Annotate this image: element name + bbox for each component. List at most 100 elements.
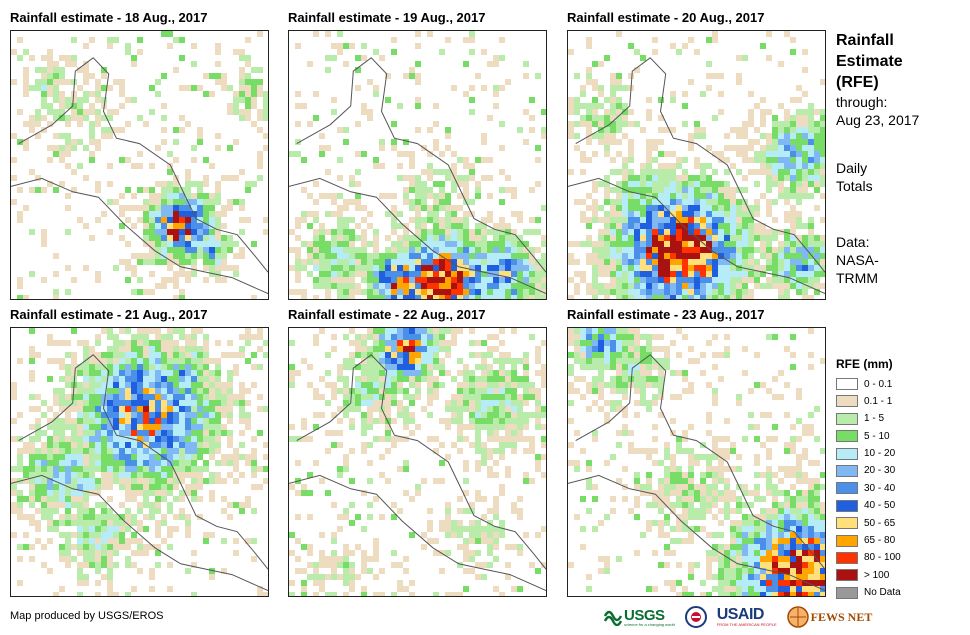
rainfall-cell (736, 235, 742, 241)
rainfall-cell (616, 442, 622, 448)
rainfall-cell (215, 223, 221, 229)
rainfall-cell (712, 400, 718, 406)
rainfall-cell (670, 223, 676, 229)
rainfall-cell (712, 169, 718, 175)
rainfall-cell (640, 235, 646, 241)
rainfall-cell (592, 181, 598, 187)
rainfall-cell (499, 484, 505, 490)
rainfall-cell (95, 442, 101, 448)
rainfall-cell (610, 229, 616, 235)
rainfall-cell (802, 241, 808, 247)
rainfall-cell (724, 181, 730, 187)
rainfall-cell (433, 205, 439, 211)
rainfall-cell (71, 556, 77, 562)
rainfall-cell (95, 370, 101, 376)
rainfall-cell (634, 295, 640, 299)
rainfall-cell (209, 376, 215, 382)
rainfall-cell (439, 271, 445, 277)
rainfall-cell (343, 406, 349, 412)
rainfall-cell (337, 472, 343, 478)
rainfall-cell (670, 181, 676, 187)
rainfall-cell (137, 568, 143, 574)
rainfall-cell (29, 358, 35, 364)
rainfall-cell (113, 532, 119, 538)
rainfall-cell (191, 388, 197, 394)
rainfall-cell (814, 496, 820, 502)
rainfall-cell (167, 400, 173, 406)
rainfall-cell (634, 253, 640, 259)
rainfall-cell (628, 175, 634, 181)
rainfall-cell (664, 193, 670, 199)
rainfall-cell (191, 400, 197, 406)
rainfall-cell (239, 400, 245, 406)
rainfall-cell (574, 340, 580, 346)
rainfall-cell (161, 340, 167, 346)
rainfall-cell (463, 382, 469, 388)
rainfall-cell (724, 157, 730, 163)
rainfall-cell (361, 562, 367, 568)
rainfall-cell (101, 556, 107, 562)
rainfall-cell (622, 199, 628, 205)
rainfall-cell (580, 115, 586, 121)
rainfall-cell (820, 157, 825, 163)
rainfall-cell (439, 526, 445, 532)
rainfall-cell (179, 514, 185, 520)
rainfall-cell (808, 133, 814, 139)
rainfall-cell (23, 139, 29, 145)
rainfall-cell (197, 472, 203, 478)
rainfall-cell (433, 241, 439, 247)
rainfall-cell (622, 430, 628, 436)
rainfall-cell (814, 277, 820, 283)
rainfall-cell (119, 358, 125, 364)
rainfall-cell (604, 211, 610, 217)
rainfall-cell (83, 478, 89, 484)
rainfall-cell (622, 328, 628, 334)
rainfall-cell (95, 514, 101, 520)
rainfall-cell (233, 466, 239, 472)
rainfall-cell (215, 247, 221, 253)
rainfall-cell (574, 460, 580, 466)
rainfall-cell (493, 400, 499, 406)
rainfall-cell (307, 247, 313, 253)
rainfall-cell (814, 436, 820, 442)
rainfall-cell (535, 406, 541, 412)
rainfall-cell (766, 205, 772, 211)
rainfall-cell (343, 127, 349, 133)
rainfall-cell (125, 460, 131, 466)
rainfall-cell (718, 259, 724, 265)
rainfall-cell (598, 235, 604, 241)
rainfall-cell (397, 259, 403, 265)
rainfall-cell (59, 424, 65, 430)
rainfall-cell (700, 271, 706, 277)
rainfall-cell (107, 508, 113, 514)
rainfall-cell (676, 442, 682, 448)
rainfall-cell (445, 406, 451, 412)
rainfall-cell (11, 79, 17, 85)
rainfall-cell (433, 229, 439, 235)
rainfall-cell (646, 109, 652, 115)
rainfall-cell (622, 289, 628, 295)
rainfall-cell (125, 490, 131, 496)
rainfall-cell (179, 352, 185, 358)
rainfall-cell (511, 394, 517, 400)
rainfall-cell (185, 358, 191, 364)
rainfall-cell (379, 418, 385, 424)
rainfall-cell (694, 205, 700, 211)
rainfall-cell (784, 133, 790, 139)
rainfall-cell (161, 430, 167, 436)
rainfall-cell (179, 382, 185, 388)
rainfall-cell (367, 358, 373, 364)
rainfall-cell (107, 127, 113, 133)
rainfall-cell (469, 37, 475, 43)
rainfall-cell (131, 364, 137, 370)
rainfall-cell (361, 394, 367, 400)
rainfall-cell (427, 283, 433, 289)
rainfall-cell (481, 448, 487, 454)
rainfall-cell (361, 346, 367, 352)
rainfall-cell (610, 211, 616, 217)
rainfall-cell (421, 217, 427, 223)
rainfall-cell (730, 295, 736, 299)
rainfall-cell (676, 472, 682, 478)
rainfall-cell (457, 412, 463, 418)
rainfall-cell (622, 103, 628, 109)
